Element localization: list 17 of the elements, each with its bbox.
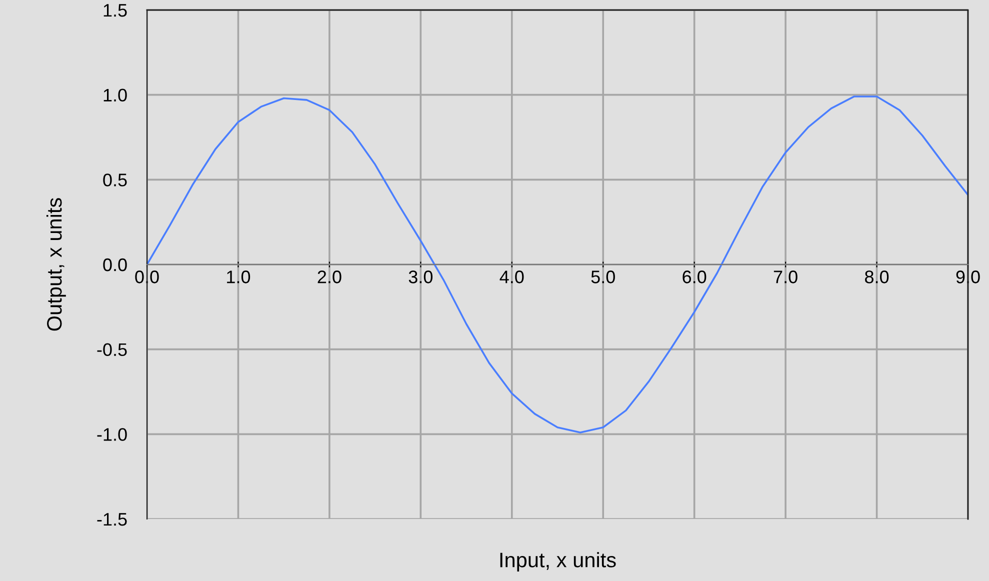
x-tick-label: 5.0 bbox=[591, 270, 615, 284]
y-axis-title: Output, x units bbox=[46, 198, 66, 331]
x-axis-title: Input, x units bbox=[500, 552, 616, 572]
y-tick-label: 1.5 bbox=[104, 4, 127, 17]
x-tick-label: 3.0 bbox=[408, 270, 433, 284]
x-tick-label: 1.0 bbox=[227, 270, 250, 284]
y-tick-label: -0.5 bbox=[97, 343, 127, 356]
y-tick-label: -1.5 bbox=[97, 513, 127, 526]
x-tick-label: 8.0 bbox=[865, 270, 889, 284]
y-tick-label: 1.0 bbox=[104, 88, 127, 102]
y-tick-label: 0.0 bbox=[103, 258, 127, 272]
x-tick-label: 4.0 bbox=[500, 270, 524, 284]
x-tick-label: 6.0 bbox=[682, 270, 706, 284]
y-tick-label: 0.5 bbox=[103, 174, 127, 186]
x-tick-label: 2.0 bbox=[318, 270, 342, 284]
y-tick-label: -1.0 bbox=[97, 428, 127, 441]
x-tick-label: 7.0 bbox=[774, 270, 798, 284]
